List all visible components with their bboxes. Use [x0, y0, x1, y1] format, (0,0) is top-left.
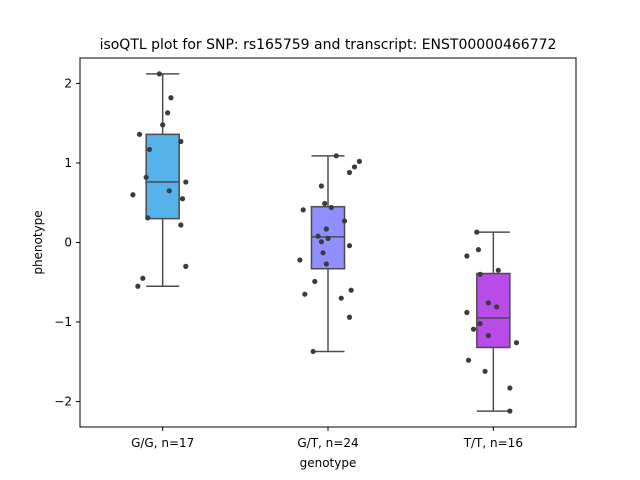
data-point — [485, 332, 491, 339]
data-point — [485, 300, 491, 306]
data-point — [346, 169, 353, 176]
x-tick-label: G/G, n=17 — [131, 436, 194, 450]
data-point — [328, 204, 334, 211]
data-point — [300, 207, 306, 213]
data-point — [513, 340, 520, 346]
data-point — [341, 218, 348, 224]
data-point — [477, 271, 483, 277]
data-point — [178, 138, 184, 145]
data-point — [168, 95, 174, 101]
data-point — [470, 326, 477, 332]
data-point — [310, 348, 316, 355]
data-point — [135, 283, 141, 289]
y-tick-label: −1 — [54, 315, 72, 329]
x-tick-label: G/T, n=24 — [297, 436, 358, 450]
data-point — [297, 257, 303, 263]
data-point — [338, 295, 344, 301]
data-point — [351, 164, 358, 170]
data-point — [156, 71, 162, 77]
data-point — [322, 200, 328, 207]
y-axis-label: phenotype — [31, 210, 45, 274]
data-point — [143, 174, 149, 180]
data-point — [346, 243, 353, 249]
data-point — [178, 222, 184, 228]
data-point — [315, 233, 321, 239]
data-point — [475, 247, 482, 253]
data-point — [465, 357, 472, 363]
data-point — [146, 146, 153, 153]
y-tick-label: 2 — [64, 76, 72, 90]
data-point — [507, 385, 513, 391]
y-tick-label: −2 — [54, 395, 72, 409]
box — [476, 272, 511, 349]
data-point — [495, 267, 501, 273]
data-point — [323, 261, 329, 267]
data-point — [320, 250, 326, 256]
data-point — [312, 278, 318, 285]
data-point — [346, 314, 353, 320]
data-point — [160, 122, 166, 128]
data-point — [318, 183, 324, 189]
data-point — [183, 179, 189, 185]
data-point — [474, 229, 480, 235]
plot-area — [130, 71, 520, 414]
data-point — [140, 275, 146, 281]
data-point — [494, 304, 500, 310]
x-tick-label: T/T, n=16 — [463, 436, 523, 450]
data-point — [325, 235, 331, 242]
data-point — [477, 321, 483, 327]
data-point — [166, 188, 172, 194]
data-point — [136, 131, 143, 137]
data-point — [302, 291, 308, 297]
x-axis-label: genotype — [300, 456, 357, 470]
box — [145, 133, 180, 220]
data-point — [323, 226, 329, 232]
y-tick-label: 0 — [64, 236, 72, 250]
data-point — [130, 192, 136, 198]
chart-title: isoQTL plot for SNP: rs165759 and transc… — [100, 37, 557, 53]
data-point — [348, 287, 354, 293]
data-point — [318, 239, 324, 245]
data-point — [507, 408, 513, 414]
data-point — [165, 110, 171, 116]
data-point — [145, 215, 151, 221]
data-point — [179, 196, 186, 202]
data-point — [464, 309, 470, 316]
data-point — [482, 368, 488, 374]
data-point — [464, 253, 470, 259]
data-point — [333, 153, 339, 159]
data-point — [183, 263, 189, 269]
y-tick-label: 1 — [64, 156, 72, 170]
data-point — [356, 158, 363, 164]
